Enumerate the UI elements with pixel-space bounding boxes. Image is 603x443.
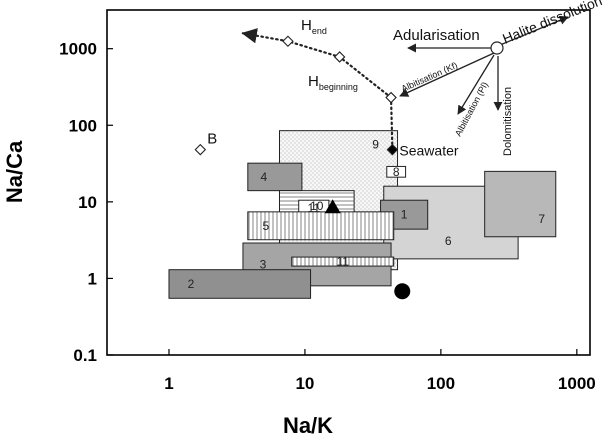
field-label-3: 7 (538, 212, 545, 226)
path-diamond-2 (333, 51, 346, 63)
y-axis-title: Na/Ca (2, 140, 27, 203)
y-tick-label-3: 10 (78, 193, 97, 212)
halite-dissolution-arrow (499, 15, 569, 46)
field-box-3 (484, 170, 557, 238)
albitisation-kf-arrow (399, 52, 495, 97)
h-beginning-label: Hbeginning (308, 73, 358, 92)
y-tick-label-4: 100 (69, 116, 97, 135)
path-diamond-3 (385, 91, 397, 104)
evaporation-path-line (241, 28, 393, 99)
y-tick-label-2: 1 (88, 269, 97, 288)
field-label-5: 3 (260, 257, 267, 271)
point-marker-3 (324, 199, 341, 214)
seawater-link-line (389, 96, 394, 151)
field-box-10 (247, 211, 395, 241)
process-origin-marker (490, 41, 504, 55)
x-axis-title: Na/K (283, 413, 333, 438)
path-labels: Hend Hbeginning (301, 17, 358, 92)
points-layer: B Seawater (194, 131, 459, 300)
point-label-1: B (207, 131, 217, 148)
point-marker-2 (386, 143, 399, 156)
field-label-9: 11 (308, 201, 321, 215)
dolomitisation-label: Dolomitisation (502, 87, 514, 156)
x-tick-label-4: 1000 (558, 374, 596, 393)
path-diamond-1 (282, 35, 294, 48)
field-box-6 (168, 269, 312, 299)
x-tick-label-2: 10 (295, 374, 314, 393)
field-label-10: 5 (262, 219, 269, 233)
point-marker-4 (394, 283, 411, 300)
field-label-1: 9 (372, 138, 379, 152)
y-tick-label-5: 1000 (59, 40, 97, 59)
adularisation-label: Adularisation (393, 27, 480, 44)
field-label-4: 4 (260, 170, 267, 184)
x-tick-label-3: 100 (427, 374, 455, 393)
field-box-4 (247, 162, 303, 192)
field-label-8: 10 (310, 199, 324, 213)
field-label-12: 8 (393, 165, 400, 179)
h-end-label: Hend (301, 17, 327, 36)
albitisation-pl-arrow (457, 54, 495, 115)
field-label-7: 1 (401, 208, 408, 222)
field-box-11 (291, 256, 395, 267)
point-marker-1 (194, 143, 207, 156)
field-box-12 (386, 165, 407, 178)
field-label-2: 6 (445, 234, 452, 248)
y-tick-label-1: 0.1 (73, 346, 97, 365)
process-arrows (399, 15, 569, 115)
field-label-6: 2 (188, 277, 195, 291)
point-label-2: Seawater (399, 143, 458, 159)
ticks-layer: 1 10 100 1000 0.1 1 10 100 1000 (59, 40, 596, 393)
x-tick-label-1: 1 (164, 374, 173, 393)
field-label-11: 11 (337, 255, 350, 269)
evaporation-path (241, 28, 397, 151)
